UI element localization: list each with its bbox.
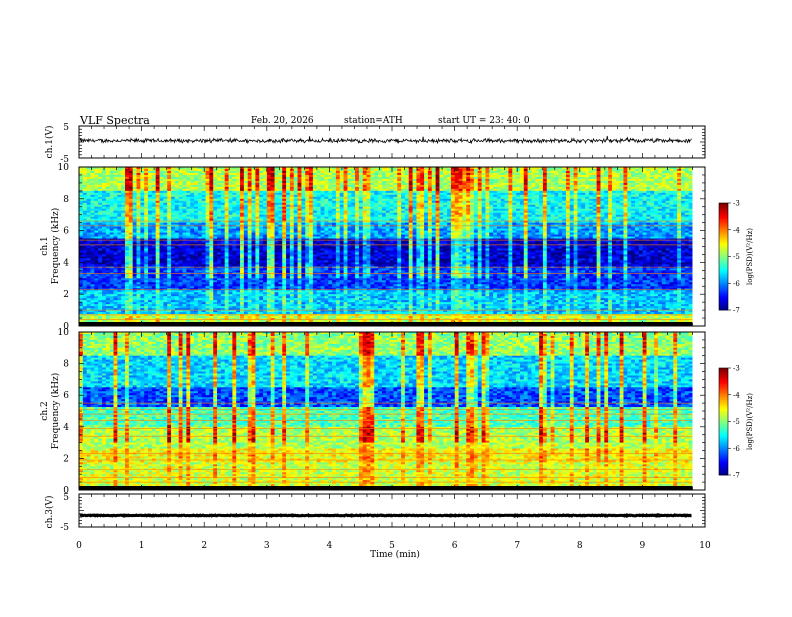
ch1-ytick-top: 5 (63, 123, 69, 133)
ch1-waveform-panel: 5 -5 ch.1(V) (44, 123, 705, 165)
header-station: station=ATH (344, 116, 403, 126)
ch1-ylabel: ch.1(V) (44, 126, 55, 159)
ch1-spectrogram-image (79, 167, 705, 326)
header-start-ut: start UT = 23: 40: 0 (438, 116, 530, 126)
figure-title: VLF Spectra (79, 114, 150, 127)
header-date: Feb. 20, 2026 (251, 116, 314, 126)
